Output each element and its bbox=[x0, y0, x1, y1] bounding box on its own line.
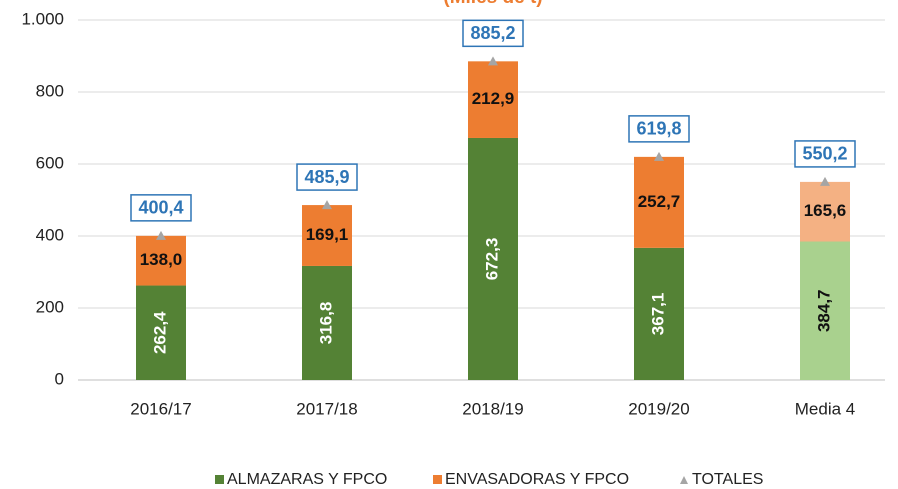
value-label: 672,3 bbox=[482, 238, 501, 281]
bar-segment bbox=[136, 235, 186, 286]
total-marker bbox=[322, 200, 332, 210]
total-label-box bbox=[794, 140, 856, 168]
legend-symbol bbox=[680, 476, 688, 484]
bar-segment bbox=[634, 156, 684, 248]
bar-segment bbox=[302, 205, 352, 266]
y-tick-label: 800 bbox=[36, 81, 64, 100]
total-label-box bbox=[462, 19, 524, 48]
total-label: 400,4 bbox=[138, 198, 183, 218]
total-label-box bbox=[296, 163, 358, 191]
total-label: 550,2 bbox=[802, 144, 847, 164]
legend-label: ALMAZARAS Y FPCO bbox=[227, 471, 387, 488]
bar-segment bbox=[468, 61, 518, 138]
x-tick-label: 2019/20 bbox=[628, 399, 689, 418]
value-label: 138,0 bbox=[140, 250, 183, 269]
total-label-box bbox=[628, 115, 690, 143]
legend-label: ENVASADORAS Y FPCO bbox=[445, 471, 629, 488]
total-label: 885,2 bbox=[470, 23, 515, 43]
total-label: 619,8 bbox=[636, 119, 681, 139]
value-label: 252,7 bbox=[638, 192, 681, 211]
total-marker bbox=[488, 56, 498, 66]
value-label: 384,7 bbox=[814, 289, 833, 332]
value-label: 169,1 bbox=[306, 225, 349, 244]
value-label: 212,9 bbox=[472, 89, 515, 108]
value-label: 262,4 bbox=[150, 311, 169, 354]
y-tick-label: 200 bbox=[36, 297, 64, 316]
y-tick-label: 400 bbox=[36, 225, 64, 244]
x-tick-label: 2016/17 bbox=[130, 399, 191, 418]
y-tick-label: 600 bbox=[36, 153, 64, 172]
bar-segment bbox=[302, 265, 352, 380]
bar-segment bbox=[800, 241, 850, 380]
total-marker bbox=[820, 176, 830, 186]
total-label: 485,9 bbox=[304, 167, 349, 187]
value-label: 367,1 bbox=[648, 293, 667, 336]
bar-segment bbox=[800, 181, 850, 242]
chart-title: (Miles de t) bbox=[443, 0, 542, 8]
bar-segment bbox=[468, 137, 518, 380]
value-label: 165,6 bbox=[804, 201, 847, 220]
total-label-box bbox=[130, 194, 192, 222]
bar-segment bbox=[136, 285, 186, 380]
value-label: 316,8 bbox=[316, 302, 335, 345]
legend-symbol bbox=[433, 475, 442, 484]
total-marker bbox=[654, 151, 664, 161]
bar-segment bbox=[634, 247, 684, 380]
total-marker bbox=[156, 230, 166, 240]
legend-symbol bbox=[215, 475, 224, 484]
y-tick-label: 1.000 bbox=[21, 9, 64, 28]
x-tick-label: 2017/18 bbox=[296, 399, 357, 418]
x-tick-label: 2018/19 bbox=[462, 399, 523, 418]
y-tick-label: 0 bbox=[55, 369, 64, 388]
x-tick-label: Media 4 bbox=[795, 399, 855, 418]
legend-label: TOTALES bbox=[692, 471, 763, 488]
